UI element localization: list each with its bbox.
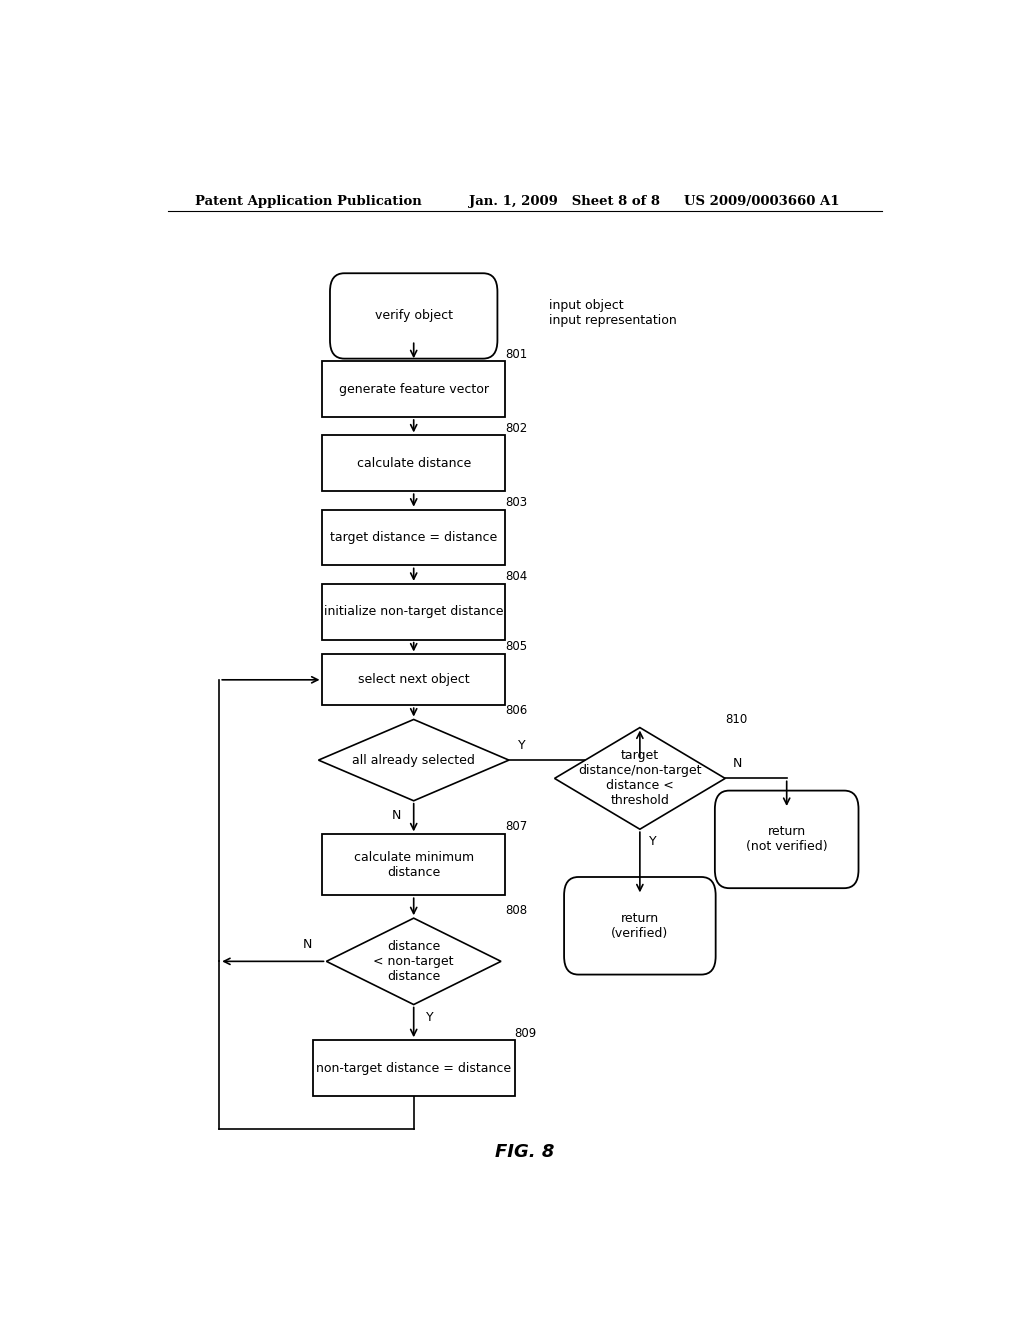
Text: 810: 810 xyxy=(725,713,748,726)
Text: Y: Y xyxy=(426,1011,434,1023)
Text: N: N xyxy=(733,758,742,771)
Text: US 2009/0003660 A1: US 2009/0003660 A1 xyxy=(684,194,839,207)
Polygon shape xyxy=(318,719,509,801)
FancyBboxPatch shape xyxy=(330,273,498,359)
Text: 806: 806 xyxy=(505,705,527,718)
Text: distance
< non-target
distance: distance < non-target distance xyxy=(374,940,454,983)
Text: Jan. 1, 2009   Sheet 8 of 8: Jan. 1, 2009 Sheet 8 of 8 xyxy=(469,194,660,207)
Text: Patent Application Publication: Patent Application Publication xyxy=(196,194,422,207)
Text: FIG. 8: FIG. 8 xyxy=(496,1143,554,1162)
FancyBboxPatch shape xyxy=(323,583,505,640)
Text: Y: Y xyxy=(649,836,657,849)
Polygon shape xyxy=(327,919,501,1005)
Text: 801: 801 xyxy=(505,347,527,360)
Text: Y: Y xyxy=(518,739,526,752)
FancyBboxPatch shape xyxy=(564,876,716,974)
Text: return
(verified): return (verified) xyxy=(611,912,669,940)
FancyBboxPatch shape xyxy=(312,1040,515,1096)
FancyBboxPatch shape xyxy=(323,655,505,705)
Text: target
distance/non-target
distance <
threshold: target distance/non-target distance < th… xyxy=(579,750,701,808)
FancyBboxPatch shape xyxy=(715,791,858,888)
FancyBboxPatch shape xyxy=(323,436,505,491)
Text: 802: 802 xyxy=(505,422,527,434)
Text: N: N xyxy=(303,939,312,952)
Text: generate feature vector: generate feature vector xyxy=(339,383,488,396)
Text: all already selected: all already selected xyxy=(352,754,475,767)
Text: 809: 809 xyxy=(514,1027,537,1040)
Text: 804: 804 xyxy=(505,570,527,583)
Text: non-target distance = distance: non-target distance = distance xyxy=(316,1061,511,1074)
Text: target distance = distance: target distance = distance xyxy=(330,531,498,544)
Text: 808: 808 xyxy=(505,904,527,916)
Text: return
(not verified): return (not verified) xyxy=(745,825,827,854)
Text: 805: 805 xyxy=(505,640,527,653)
Text: select next object: select next object xyxy=(357,673,470,686)
Text: input object
input representation: input object input representation xyxy=(549,298,677,327)
Text: calculate minimum
distance: calculate minimum distance xyxy=(353,851,474,879)
FancyBboxPatch shape xyxy=(323,510,505,565)
Text: N: N xyxy=(391,809,401,822)
Text: verify object: verify object xyxy=(375,309,453,322)
Text: calculate distance: calculate distance xyxy=(356,457,471,470)
Text: 807: 807 xyxy=(505,820,527,833)
FancyBboxPatch shape xyxy=(323,362,505,417)
FancyBboxPatch shape xyxy=(323,834,505,895)
Polygon shape xyxy=(555,727,725,829)
Text: initialize non-target distance: initialize non-target distance xyxy=(324,605,504,618)
Text: 803: 803 xyxy=(505,496,527,510)
